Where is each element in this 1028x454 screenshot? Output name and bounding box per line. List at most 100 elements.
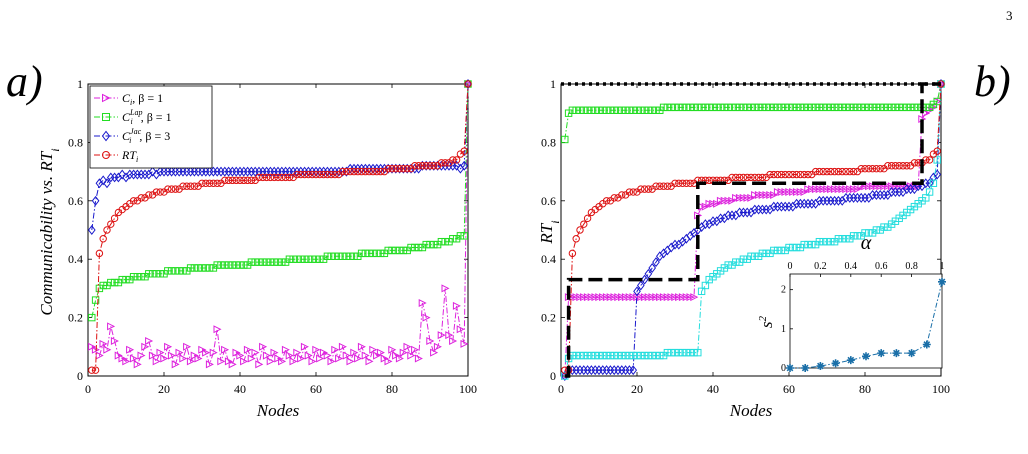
b-series-4-point: [819, 167, 827, 176]
a-series-1-point: [186, 264, 195, 272]
a-series-0-point: [213, 325, 222, 334]
a-series-1-point: [312, 255, 320, 263]
a-series-3-point: [308, 170, 316, 179]
b-series-1-point: [808, 103, 816, 112]
b-series-3-point: [865, 229, 873, 237]
b-series-1-point: [770, 103, 778, 112]
b-series-4-point: [675, 179, 683, 187]
a-series-1-point: [164, 267, 172, 275]
b-series-3-point: [739, 255, 748, 263]
a-series-3-point: [266, 173, 275, 182]
a-series-3-point: [247, 176, 256, 185]
b-series-1-point: [842, 103, 850, 112]
b-series-0-point: [591, 293, 600, 302]
a-x-tick-label: 80: [386, 382, 398, 396]
a-series-3-point: [388, 164, 396, 173]
b-series-1-point: [621, 106, 630, 114]
a-series-1-point: [133, 273, 142, 281]
b-series-4-point: [656, 182, 664, 190]
a-series-0-point: [384, 357, 393, 366]
b-series-0-point: [667, 293, 676, 302]
b-series-4-point: [644, 185, 653, 193]
b-series-1-point: [659, 103, 668, 112]
b-series-1-point: [663, 103, 672, 112]
a-series-1-point: [407, 243, 415, 252]
chart-a: Nodes Communicability vs. RTi 0 20 40 60 80 1…: [37, 77, 477, 420]
a-series-3-point: [274, 173, 282, 182]
b-series-0-point: [713, 199, 722, 208]
b-series-4-point: [846, 167, 854, 176]
a-series-0-point: [205, 360, 214, 369]
b-series-0-point: [606, 293, 615, 302]
b-series-0-point: [827, 185, 836, 194]
a-series-0-point: [236, 351, 245, 360]
a-series-0-point: [129, 354, 138, 363]
b-series-4-point: [743, 173, 751, 182]
a-series-0-point: [346, 357, 355, 366]
b-series-0-point: [656, 293, 665, 302]
b-series-4-point: [773, 170, 782, 179]
a-series-1-point: [289, 255, 297, 263]
a-series-3-point: [441, 159, 449, 167]
a-x-tick-label: 40: [234, 382, 246, 396]
a-series-3-point: [243, 176, 252, 185]
a-series-1-point: [411, 243, 419, 252]
a-series-1-point: [365, 249, 373, 258]
a-series-3-point: [354, 167, 362, 176]
a-series-0-point: [228, 360, 237, 369]
a-series-2-point: [91, 195, 100, 206]
a-series-0-point: [312, 345, 321, 354]
b-series-0-point: [652, 293, 661, 302]
a-y-tick-label: 0.6: [68, 194, 83, 208]
b-y-tick-label: 0.8: [541, 135, 556, 149]
b-series-0-point: [846, 185, 855, 194]
a-series-1-point: [262, 258, 271, 266]
a-series-0-point: [133, 360, 142, 369]
b-series-0-point: [853, 185, 862, 194]
a-series-0-point: [361, 351, 370, 360]
b-series-1-point: [690, 103, 698, 112]
b-series-1-point: [747, 103, 755, 112]
a-series-3-point: [183, 182, 191, 190]
a-series-0-point: [145, 336, 154, 345]
a-series-3-point: [221, 176, 229, 185]
b-series-4-point: [732, 173, 740, 182]
b-series-4-point: [838, 167, 846, 176]
a-series-1-point: [357, 249, 366, 258]
b-series-0-point: [819, 185, 828, 194]
b-series-4-point: [625, 188, 634, 196]
b-series-0-point: [671, 293, 680, 302]
a-series-1-point: [259, 258, 267, 266]
b-series-3-point: [815, 237, 824, 246]
a-series-1-point: [308, 255, 316, 263]
inset-point: [922, 340, 931, 349]
b-series-0-point: [602, 293, 611, 302]
b-series-1-point: [804, 103, 812, 112]
a-series-3-point: [129, 197, 138, 205]
b-series-4-point: [884, 162, 892, 170]
b-series-1-point: [773, 103, 782, 112]
b-series-0-point: [709, 199, 718, 208]
a-series-0-point: [148, 351, 157, 360]
b-series-1-point: [899, 103, 907, 112]
b-series-0-point: [735, 193, 744, 202]
a-series-0-point: [460, 339, 469, 348]
a-series-0-point: [114, 351, 123, 360]
y-axis-label-b: RTi: [537, 220, 562, 244]
b-series-1-point: [789, 103, 797, 112]
a-series-1-point: [361, 249, 370, 258]
a-series-3-point: [179, 182, 187, 190]
b-series-0-point: [884, 182, 893, 191]
b-series-3-point: [572, 351, 580, 360]
inset-point: [831, 359, 840, 368]
a-series-1-point: [205, 264, 214, 272]
a-series-1-point: [224, 261, 233, 269]
b-series-3-point: [656, 351, 664, 360]
b-series-1-point: [903, 103, 911, 112]
a-series-0-point: [198, 345, 207, 354]
a-series-0-point: [122, 357, 131, 366]
inset-point: [786, 364, 794, 372]
a-series-3-point: [259, 173, 267, 182]
a-series-0-point: [209, 348, 218, 357]
